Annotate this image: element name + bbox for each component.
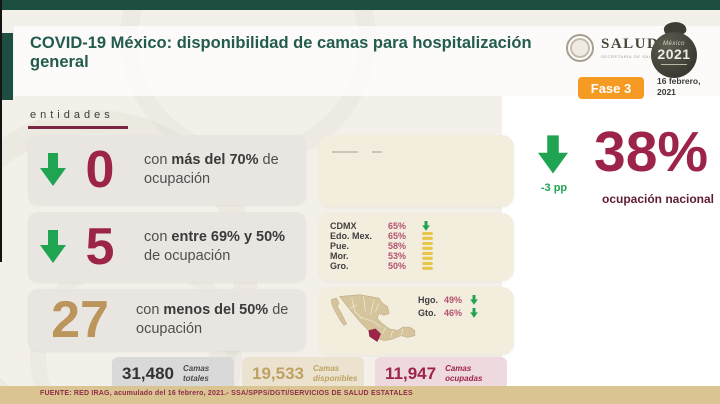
national-occupancy-value: 38% — [594, 120, 709, 184]
fase-badge: Fase 3 — [578, 77, 644, 99]
available-beds-pill: 19,533 Camas disponibles — [242, 357, 364, 390]
entity-count: 5 — [85, 218, 115, 276]
placeholder-dash — [332, 151, 358, 153]
badge-year-label: 2021 — [657, 46, 691, 62]
state-row: Pue. 58% — [330, 241, 502, 251]
occupied-beds-label: Camas ocupadas — [445, 363, 483, 383]
empty-states-box — [318, 135, 514, 207]
national-change-label: -3 pp — [540, 182, 568, 194]
total-beds-pill: 31,480 Camas totales — [112, 357, 234, 390]
badge-rule — [661, 63, 687, 65]
state-row: Gro. 50% — [330, 261, 502, 271]
down-arrow-icon — [40, 230, 66, 263]
state-row: Gto. 46% — [418, 308, 482, 318]
occupied-beds-pill: 11,947 Camas ocupadas — [375, 357, 507, 390]
total-beds-value: 31,480 — [122, 363, 174, 383]
salud-subtext: SECRETARÍA DE SALUD — [601, 54, 659, 59]
left-green-block — [2, 33, 13, 100]
stable-icon — [422, 261, 434, 271]
placeholder-dash — [372, 151, 382, 153]
entity-row-under50: 27 con menos del 50% de ocupación — [28, 289, 306, 351]
occupied-beds-value: 11,947 — [385, 363, 437, 383]
national-occupancy-label: ocupación nacional — [602, 192, 715, 206]
state-row: Mor. 53% — [330, 251, 502, 261]
section-label-entidades: entidades — [30, 109, 114, 121]
entity-description: con entre 69% y 50% de ocupación — [144, 229, 286, 264]
map-box: Hgo. 49% Gto. 46% — [318, 287, 514, 355]
stable-icon — [422, 241, 434, 251]
available-beds-value: 19,533 — [252, 363, 304, 383]
badge-2021: México 2021 — [650, 19, 698, 80]
salud-logo: SALUD SECRETARÍA DE SALUD — [566, 34, 659, 62]
entity-description: con menos del 50% de ocupación — [136, 302, 289, 337]
stable-icon — [422, 231, 434, 241]
left-edge-line — [0, 0, 2, 262]
down-arrow-icon — [40, 153, 66, 186]
state-row: CDMX 65% — [330, 221, 502, 231]
section-underline — [28, 126, 128, 129]
state-list-box: CDMX 65% Edo. Mex. 65% Pue. 58% Mor. 53%… — [318, 213, 514, 281]
salud-wordmark: SALUD — [601, 36, 660, 52]
national-down-arrow-icon — [538, 135, 568, 174]
date-label: 16 febrero, 2021 — [657, 76, 701, 97]
entity-count: 0 — [85, 141, 115, 199]
map-state-list: Hgo. 49% Gto. 46% — [418, 295, 482, 321]
down-arrow-icon — [422, 221, 434, 231]
entity-description: con más del 70% de ocupación — [144, 152, 279, 187]
available-beds-label: Camas disponibles — [313, 363, 358, 383]
state-row: Hgo. 49% — [418, 295, 482, 305]
badge-country-label: México — [662, 41, 685, 47]
state-row: Edo. Mex. 65% — [330, 231, 502, 241]
down-arrow-icon — [470, 308, 482, 318]
footer-bar — [0, 386, 720, 404]
salud-seal-icon — [566, 34, 594, 62]
footer-source-text: FUENTE: RED IRAG, acumulado del 16 febre… — [40, 390, 413, 397]
entity-row-over70: 0 con más del 70% de ocupación — [28, 135, 306, 205]
right-panel — [502, 96, 720, 386]
page-title: COVID-19 México: disponibilidad de camas… — [30, 34, 532, 71]
total-beds-label: Camas totales — [183, 363, 210, 383]
mexico-map — [330, 294, 416, 342]
entity-row-50to69: 5 con entre 69% y 50% de ocupación — [28, 212, 306, 282]
stable-icon — [422, 251, 434, 261]
top-green-bar — [0, 0, 720, 10]
down-arrow-icon — [470, 295, 482, 305]
entity-count: 27 — [51, 291, 109, 349]
